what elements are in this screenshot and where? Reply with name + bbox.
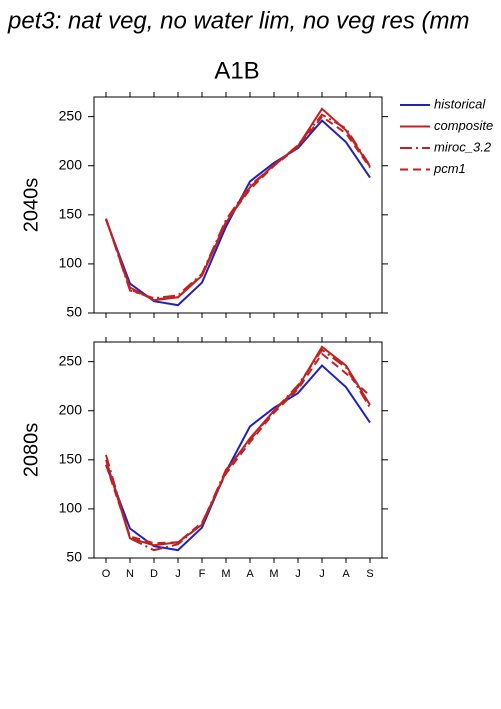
- y-tick-label: 150: [59, 206, 83, 222]
- x-tick-label: A: [342, 568, 350, 580]
- series-line: [105, 115, 371, 301]
- legend-label: historical: [434, 96, 486, 111]
- x-tick-label: J: [175, 568, 181, 580]
- y-tick-label: 100: [59, 255, 83, 271]
- x-tick-label: M: [221, 568, 230, 580]
- x-tick-label: D: [150, 568, 158, 580]
- x-tick-label: S: [366, 568, 373, 580]
- y-tick-label: 200: [59, 156, 83, 172]
- series-line: [105, 119, 371, 307]
- y-tick-label: 150: [59, 451, 83, 467]
- series-line: [105, 352, 371, 545]
- series-line: [105, 364, 371, 552]
- x-tick-label: N: [126, 568, 134, 580]
- plot-frame: [93, 341, 383, 559]
- series-line: [105, 345, 371, 547]
- x-tick-label: J: [319, 568, 325, 580]
- x-tick-label: A: [246, 568, 254, 580]
- y-tick-label: 250: [59, 107, 83, 123]
- chart-subtitle: A1B: [214, 57, 259, 84]
- x-tick-label: O: [102, 568, 111, 580]
- y-tick-label: 100: [59, 500, 83, 516]
- y-tick-label: 200: [59, 401, 83, 417]
- panel-label: 2080s: [20, 423, 42, 478]
- legend-label: composite: [434, 118, 493, 133]
- panel-label: 2040s: [20, 178, 42, 233]
- plot-frame: [93, 96, 383, 314]
- chart-title: pet3: nat veg, no water lim, no veg res …: [7, 7, 470, 34]
- y-tick-label: 50: [66, 549, 82, 565]
- legend-label: pcm1: [433, 161, 466, 176]
- legend-label: miroc_3.2: [434, 139, 492, 154]
- x-tick-label: F: [199, 568, 206, 580]
- y-tick-label: 50: [66, 304, 82, 320]
- series-line: [105, 348, 371, 552]
- y-tick-label: 250: [59, 352, 83, 368]
- x-tick-label: M: [269, 568, 278, 580]
- x-tick-label: J: [295, 568, 301, 580]
